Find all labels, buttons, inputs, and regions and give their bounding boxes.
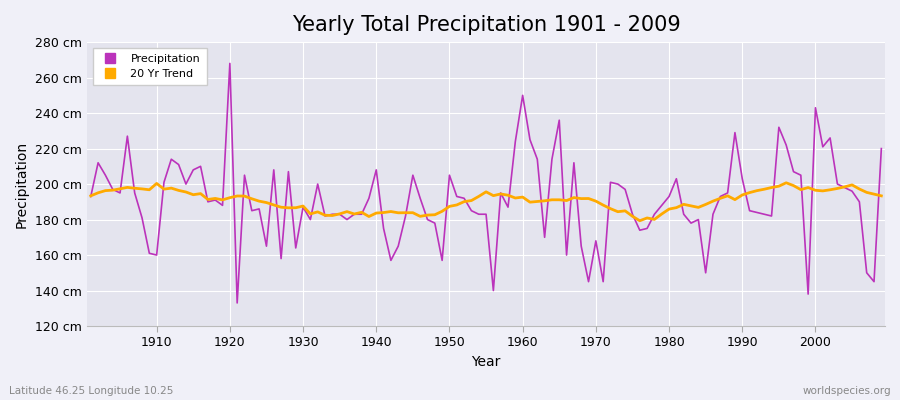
Text: worldspecies.org: worldspecies.org [803, 386, 891, 396]
X-axis label: Year: Year [472, 355, 500, 369]
Text: Latitude 46.25 Longitude 10.25: Latitude 46.25 Longitude 10.25 [9, 386, 174, 396]
Y-axis label: Precipitation: Precipitation [15, 140, 29, 228]
Title: Yearly Total Precipitation 1901 - 2009: Yearly Total Precipitation 1901 - 2009 [292, 15, 680, 35]
Legend: Precipitation, 20 Yr Trend: Precipitation, 20 Yr Trend [93, 48, 207, 86]
